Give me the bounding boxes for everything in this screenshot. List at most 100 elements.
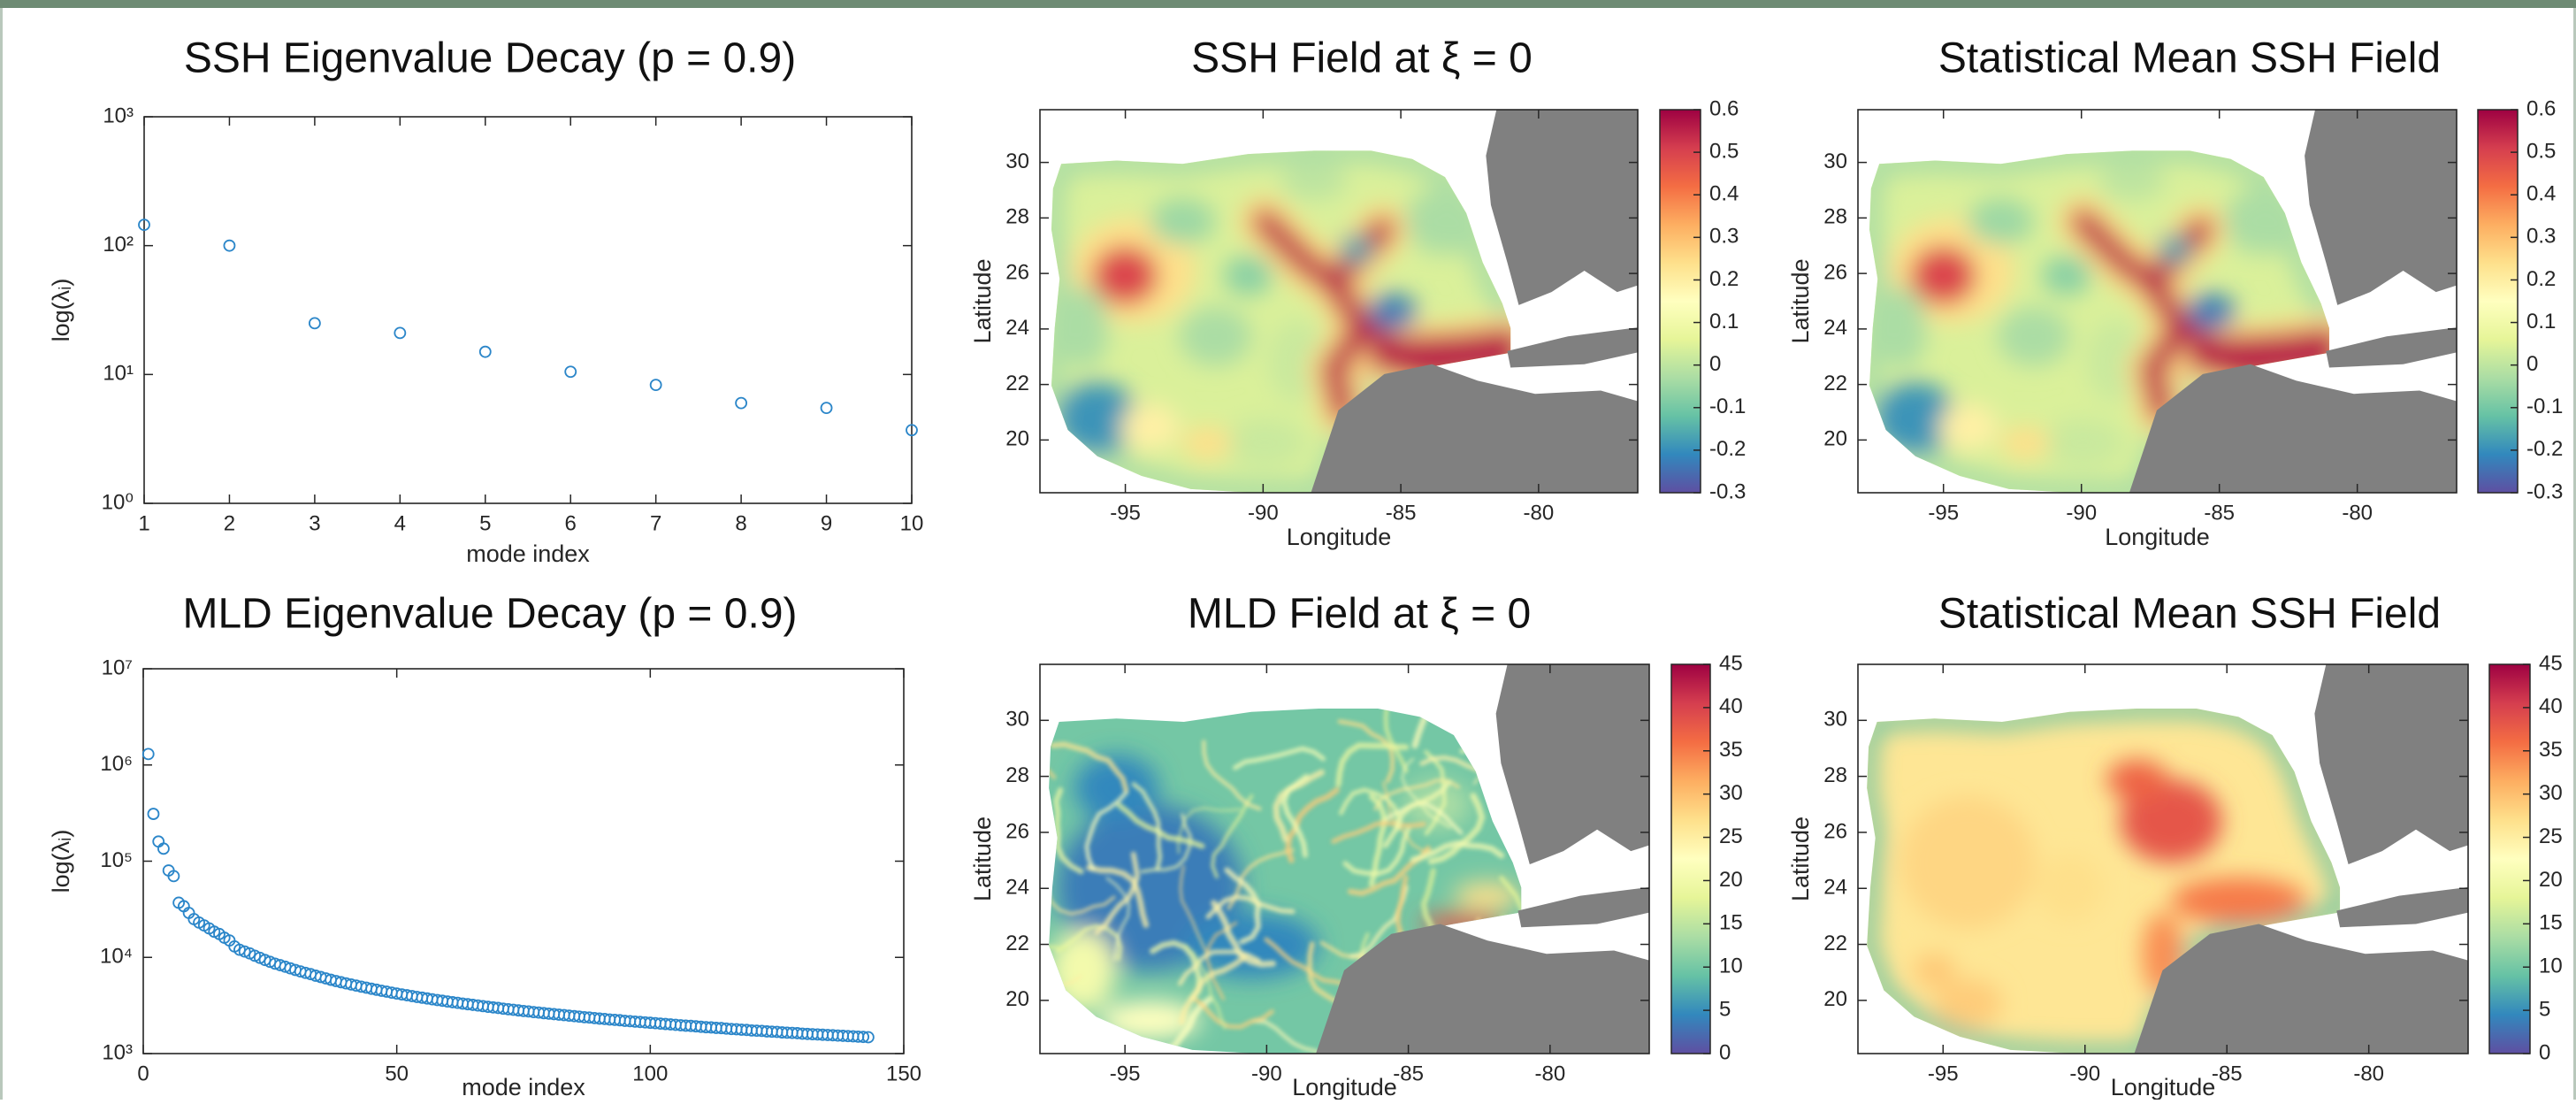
field-feature — [2041, 418, 2124, 468]
left-border — [0, 8, 3, 1100]
land — [2134, 924, 2468, 1054]
colorbar-tick-label: 35 — [2539, 738, 2563, 762]
y-tick-label: 26 — [1823, 819, 1847, 843]
colorbar-tick-label: 0 — [1709, 352, 1721, 376]
field-feature — [1049, 934, 1067, 951]
field-feature — [1092, 246, 1158, 305]
y-axis-label: Latitude — [969, 258, 996, 343]
colorbar-tick-label: 10 — [2539, 954, 2563, 978]
field-feature — [1411, 708, 1461, 749]
x-axis-label: mode index — [466, 540, 590, 567]
x-tick-label: -95 — [1110, 501, 1141, 525]
y-tick-label: 30 — [1823, 150, 1847, 173]
colorbar-tick-label: 0 — [1719, 1040, 1731, 1064]
colorbar-tick-label: 45 — [1719, 651, 1743, 675]
field-feature — [1179, 864, 1208, 954]
y-tick-label: 20 — [1005, 987, 1029, 1011]
colorbar-tick-label: 30 — [2539, 781, 2563, 805]
x-tick-label: 100 — [632, 1062, 668, 1085]
x-tick-label: -80 — [1524, 501, 1555, 525]
field-feature — [1049, 879, 1116, 916]
axes-box — [1857, 663, 2469, 1054]
data-point — [138, 218, 150, 232]
field-feature — [2106, 760, 2168, 801]
y-tick-label: 10⁶ — [100, 752, 133, 776]
right-border — [2573, 8, 2576, 1100]
axes-box — [1857, 109, 2458, 494]
field-feature — [1368, 794, 1387, 887]
y-tick-label: 24 — [1005, 316, 1029, 340]
field-feature — [2000, 426, 2051, 460]
field-feature — [1059, 287, 1109, 370]
x-axis-label: Longitude — [2111, 1074, 2216, 1100]
data-point — [167, 870, 180, 883]
field-feature — [1383, 708, 1409, 773]
colorbar-tick-label: 0.2 — [1709, 267, 1739, 291]
colorbar-tick-label: 0.4 — [2526, 182, 2556, 206]
axes-box — [143, 116, 913, 504]
y-tick-label: 28 — [1005, 205, 1029, 229]
colorbar-tick-label: -0.1 — [1709, 395, 1746, 418]
field-blobs — [1867, 708, 2341, 1054]
field-feature — [1049, 929, 1117, 1012]
plot-area — [144, 117, 912, 503]
y-tick-label: 10⁰ — [102, 490, 134, 514]
x-tick-label: 150 — [886, 1062, 921, 1085]
x-tick-label: -90 — [1251, 1062, 1282, 1085]
colorbar — [1659, 109, 1701, 494]
field-feature — [1410, 840, 1505, 863]
y-tick-label: 28 — [1823, 763, 1847, 787]
colorbar-tick-label: 0.2 — [2526, 267, 2556, 291]
axes-box — [1039, 109, 1639, 494]
colorbar-tick-label: -0.3 — [1709, 479, 1746, 503]
field-feature — [1184, 944, 1227, 1030]
y-tick-label: 10¹ — [103, 362, 134, 386]
field-feature — [1264, 937, 1349, 986]
field-feature — [1055, 924, 1123, 962]
land — [2326, 327, 2457, 368]
x-tick-label: 3 — [309, 511, 320, 535]
colorbar-tick-label: -0.2 — [1709, 437, 1746, 461]
field-feature — [1131, 781, 1163, 871]
x-tick-label: -85 — [1386, 501, 1417, 525]
y-tick-label: 10⁴ — [100, 945, 133, 969]
x-tick-label: -95 — [1928, 1062, 1959, 1085]
field-feature — [1223, 418, 1306, 468]
field-feature — [2120, 779, 2222, 863]
map — [1051, 110, 1638, 493]
data-point — [308, 317, 321, 330]
x-tick-label: 2 — [224, 511, 235, 535]
field-feature — [1251, 1019, 1337, 1054]
field-feature — [1177, 949, 1261, 986]
field-feature — [1179, 306, 1252, 366]
field-feature — [1049, 975, 1082, 993]
land — [1517, 886, 1649, 928]
x-tick-label: 10 — [900, 511, 924, 535]
field-feature — [1105, 877, 1130, 962]
field-feature — [1453, 882, 1522, 909]
x-tick-label: -80 — [2342, 501, 2373, 525]
y-tick-label: 30 — [1005, 150, 1029, 173]
y-tick-label: 10³ — [102, 1040, 133, 1064]
field-feature — [1340, 234, 1373, 264]
field-feature — [1321, 316, 1375, 422]
colorbar-tick-label: 25 — [1719, 824, 1743, 848]
y-tick-label: 26 — [1005, 260, 1029, 284]
map — [1049, 664, 1649, 1054]
y-tick-label: 20 — [1005, 427, 1029, 451]
colorbar-tick-label: 0.5 — [2526, 139, 2556, 163]
data-point — [238, 945, 251, 958]
y-tick-label: 22 — [1005, 932, 1029, 955]
field-feature — [1139, 995, 1213, 1054]
field-feature — [1190, 995, 1274, 1030]
y-axis-label: Latitude — [1787, 816, 1814, 901]
field-feature — [1202, 740, 1262, 811]
field-feature — [2222, 188, 2305, 255]
field-feature — [1233, 746, 1326, 770]
data-point — [857, 1031, 870, 1044]
chart-title: SSH Eigenvalue Decay (p = 0.9) — [184, 35, 796, 82]
x-tick-label: 0 — [137, 1062, 149, 1085]
x-tick-label: -95 — [1928, 501, 1959, 525]
data-point — [861, 1031, 875, 1044]
